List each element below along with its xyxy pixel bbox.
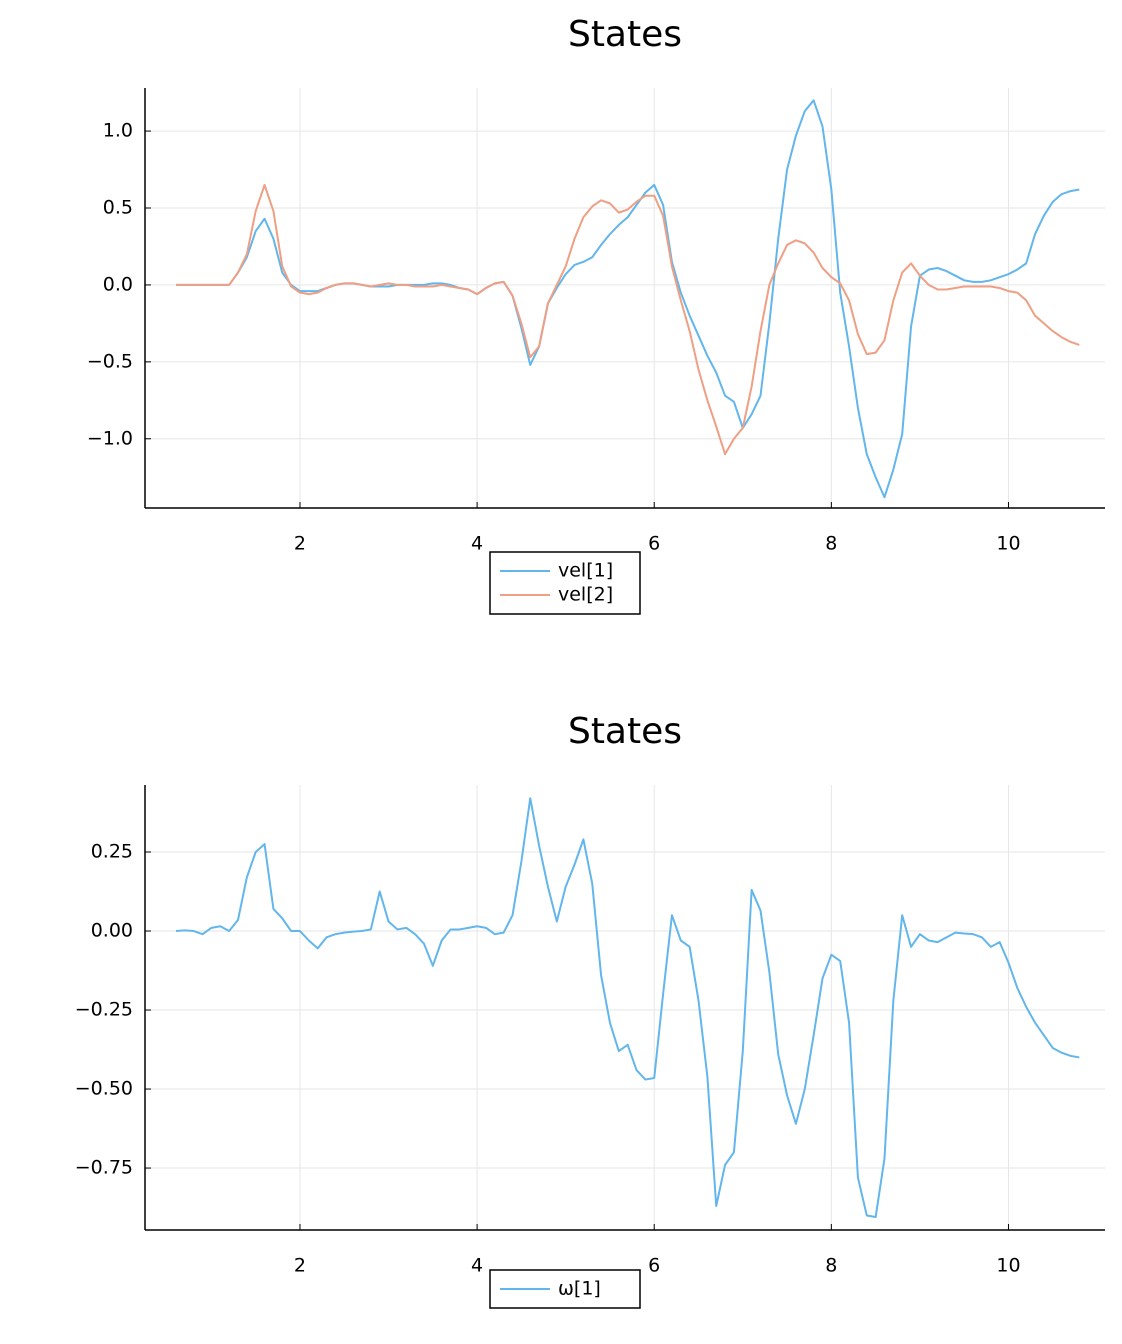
data-line	[175, 797, 1080, 1219]
legend-label: vel[2]	[558, 584, 613, 606]
x-tick-label: 8	[825, 1255, 837, 1277]
y-tick-label: −1.0	[87, 427, 133, 449]
y-tick-label: 0.5	[103, 197, 133, 219]
x-tick-label: 10	[996, 533, 1020, 555]
x-tick-label: 2	[294, 533, 306, 555]
x-tick-label: 4	[471, 1255, 483, 1277]
x-tick-label: 8	[825, 533, 837, 555]
x-tick-label: 2	[294, 1255, 306, 1277]
chart-title: States	[568, 711, 682, 752]
y-tick-label: −0.50	[75, 1078, 133, 1100]
x-tick-label: 6	[648, 1255, 660, 1277]
x-tick-label: 10	[996, 1255, 1020, 1277]
legend-label: vel[1]	[558, 560, 613, 582]
y-tick-label: 0.0	[103, 273, 133, 295]
data-line	[176, 99, 1080, 499]
y-tick-label: 0.25	[91, 841, 133, 863]
y-tick-label: 0.00	[91, 920, 133, 942]
legend-label: ω[1]	[558, 1278, 601, 1300]
chart-title: States	[568, 14, 682, 55]
data-line	[176, 183, 1080, 456]
y-tick-label: −0.75	[75, 1157, 133, 1179]
x-tick-label: 4	[471, 533, 483, 555]
x-tick-label: 6	[648, 533, 660, 555]
y-tick-label: −0.25	[75, 999, 133, 1021]
y-tick-label: 1.0	[103, 120, 133, 142]
y-tick-label: −0.5	[87, 350, 133, 372]
legend-box	[489, 551, 641, 615]
